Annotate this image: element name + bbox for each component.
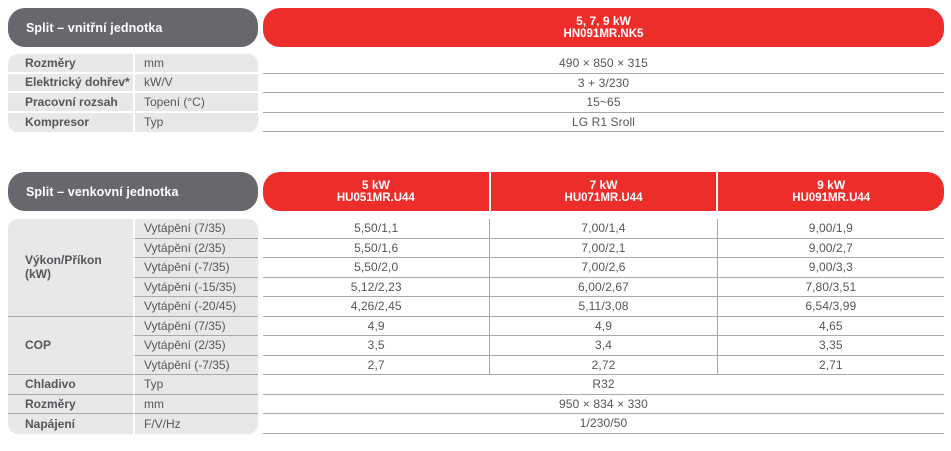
value-cell: 15~65 bbox=[586, 95, 621, 110]
model-column-header-7kw: 7 kW HU071MR.U44 bbox=[488, 172, 717, 211]
value-cell: R32 bbox=[592, 377, 615, 392]
condition-label: Vytápění (2/35) bbox=[133, 238, 258, 258]
table-row: 3,5 3,4 3,35 bbox=[263, 336, 944, 356]
condition-label: Vytápění (-15/35) bbox=[133, 277, 258, 297]
value-cell: 4,9 bbox=[367, 318, 385, 333]
condition-label: Vytápění (7/35) bbox=[133, 316, 258, 336]
value-cell: 9,00/3,3 bbox=[716, 258, 944, 277]
spec-label: Rozměry bbox=[8, 54, 133, 74]
indoor-table-body: Rozměry mm Elektrický dohřev* kW/V Praco… bbox=[8, 54, 944, 132]
model-code-label: HU051MR.U44 bbox=[336, 191, 415, 204]
indoor-model-header-pill: 5, 7, 9 kW HN091MR.NK5 bbox=[263, 8, 944, 47]
value-cell: 5,50/1,1 bbox=[354, 221, 399, 236]
model-code-label: HN091MR.NK5 bbox=[563, 27, 644, 40]
model-power-label: 9 kW bbox=[817, 177, 846, 192]
model-code-label: HU071MR.U44 bbox=[564, 191, 643, 204]
table-row: 3 + 3/230 bbox=[263, 74, 944, 93]
indoor-label-block: Rozměry mm Elektrický dohřev* kW/V Praco… bbox=[8, 54, 258, 132]
group-label-vykon-prikon: Výkon/Příkon (kW) bbox=[8, 219, 133, 317]
table-row: R32 bbox=[263, 375, 944, 395]
outdoor-model-header-pill: 5 kW HU051MR.U44 7 kW HU071MR.U44 9 kW H… bbox=[263, 172, 944, 211]
model-column-header-9kw: 9 kW HU091MR.U44 bbox=[716, 172, 944, 211]
model-column-header-5kw: 5 kW HU051MR.U44 bbox=[263, 172, 489, 211]
outdoor-table-body: Výkon/Příkon (kW) Vytápění (7/35) Vytápě… bbox=[8, 219, 944, 434]
spec-label: Chladivo bbox=[8, 375, 133, 395]
outdoor-table-header: Split – venkovní jednotka 5 kW HU051MR.U… bbox=[8, 172, 944, 211]
value-cell: 5,50/1,6 bbox=[354, 240, 399, 255]
model-power-label: 5 kW bbox=[361, 177, 390, 192]
value-cell: 4,26/2,45 bbox=[350, 299, 402, 314]
table-row: 4,26/2,45 5,11/3,08 6,54/3,99 bbox=[263, 297, 944, 317]
value-cell: 5,50/2,0 bbox=[354, 260, 399, 275]
condition-label: Vytápění (-7/35) bbox=[133, 355, 258, 375]
table-row: LG R1 Sroll bbox=[263, 113, 944, 132]
outdoor-label-block: Výkon/Příkon (kW) Vytápění (7/35) Vytápě… bbox=[8, 219, 258, 434]
spec-unit: Typ bbox=[133, 112, 258, 132]
spec-unit: Topení (°C) bbox=[133, 93, 258, 113]
value-cell: 6,00/2,67 bbox=[489, 277, 716, 296]
value-cell: 4,9 bbox=[489, 316, 716, 335]
value-cell: 5,11/3,08 bbox=[489, 297, 716, 316]
table-row: 950 × 834 × 330 bbox=[263, 395, 944, 414]
model-column-header: 5, 7, 9 kW HN091MR.NK5 bbox=[263, 8, 944, 47]
table-row: 15~65 bbox=[263, 93, 944, 113]
spec-unit: mm bbox=[133, 394, 258, 414]
value-cell: 3,5 bbox=[367, 338, 385, 353]
value-cell: 3,4 bbox=[489, 336, 716, 355]
table-row: 5,50/2,0 7,00/2,6 9,00/3,3 bbox=[263, 258, 944, 278]
outdoor-title-pill: Split – venkovní jednotka bbox=[8, 172, 258, 211]
model-power-label: 7 kW bbox=[589, 177, 618, 192]
indoor-value-block: 490 × 850 × 315 3 + 3/230 15~65 LG R1 Sr… bbox=[263, 54, 944, 132]
spec-label: Kompresor bbox=[8, 112, 133, 132]
value-cell: 5,12/2,23 bbox=[350, 279, 402, 294]
condition-label: Vytápění (-7/35) bbox=[133, 258, 258, 278]
value-cell: 7,00/1,4 bbox=[489, 219, 716, 238]
spec-label: Pracovní rozsah bbox=[8, 93, 133, 113]
indoor-table-header: Split – vnitřní jednotka 5, 7, 9 kW HN09… bbox=[8, 8, 944, 47]
value-cell: 490 × 850 × 315 bbox=[559, 56, 648, 71]
table-row: 490 × 850 × 315 bbox=[263, 54, 944, 74]
spec-label: Elektrický dohřev* bbox=[8, 73, 133, 93]
indoor-table-title: Split – vnitřní jednotka bbox=[26, 20, 163, 35]
table-row: 1/230/50 bbox=[263, 414, 944, 434]
value-cell: 7,80/3,51 bbox=[716, 277, 944, 296]
spec-unit: kW/V bbox=[133, 73, 258, 93]
model-power-label: 5, 7, 9 kW bbox=[576, 13, 631, 28]
value-cell: 6,54/3,99 bbox=[716, 297, 944, 316]
value-cell: 7,00/2,6 bbox=[489, 258, 716, 277]
spec-label: Napájení bbox=[8, 414, 133, 434]
outdoor-unit-table: Split – venkovní jednotka 5 kW HU051MR.U… bbox=[8, 172, 944, 434]
value-cell: 9,00/1,9 bbox=[716, 219, 944, 238]
outdoor-table-title: Split – venkovní jednotka bbox=[26, 184, 179, 199]
value-cell: 3,35 bbox=[716, 336, 944, 355]
spec-label: Rozměry bbox=[8, 394, 133, 414]
table-row: 5,12/2,23 6,00/2,67 7,80/3,51 bbox=[263, 277, 944, 297]
value-cell: LG R1 Sroll bbox=[571, 114, 636, 129]
value-cell: 2,7 bbox=[367, 357, 385, 372]
table-row: 4,9 4,9 4,65 bbox=[263, 316, 944, 336]
spec-unit: Typ bbox=[133, 375, 258, 395]
indoor-unit-table: Split – vnitřní jednotka 5, 7, 9 kW HN09… bbox=[8, 8, 944, 132]
table-row: 5,50/1,6 7,00/2,1 9,00/2,7 bbox=[263, 238, 944, 258]
value-cell: 7,00/2,1 bbox=[489, 238, 716, 257]
value-cell: 2,71 bbox=[716, 355, 944, 374]
group-label-cop: COP bbox=[8, 316, 133, 375]
table-row: 5,50/1,1 7,00/1,4 9,00/1,9 bbox=[263, 219, 944, 239]
condition-label: Vytápění (-20/45) bbox=[133, 297, 258, 317]
condition-label: Vytápění (2/35) bbox=[133, 336, 258, 356]
value-cell: 1/230/50 bbox=[579, 416, 628, 431]
value-cell: 2,72 bbox=[489, 355, 716, 374]
condition-label: Vytápění (7/35) bbox=[133, 219, 258, 239]
value-cell: 4,65 bbox=[716, 316, 944, 335]
spec-unit: F/V/Hz bbox=[133, 414, 258, 434]
indoor-title-pill: Split – vnitřní jednotka bbox=[8, 8, 258, 47]
spec-unit: mm bbox=[133, 54, 258, 74]
outdoor-value-block: 5,50/1,1 7,00/1,4 9,00/1,9 5,50/1,6 7,00… bbox=[263, 219, 944, 434]
table-row: 2,7 2,72 2,71 bbox=[263, 355, 944, 375]
value-cell: 950 × 834 × 330 bbox=[559, 396, 648, 411]
model-code-label: HU091MR.U44 bbox=[792, 191, 871, 204]
value-cell: 9,00/2,7 bbox=[716, 238, 944, 257]
value-cell: 3 + 3/230 bbox=[577, 75, 630, 90]
